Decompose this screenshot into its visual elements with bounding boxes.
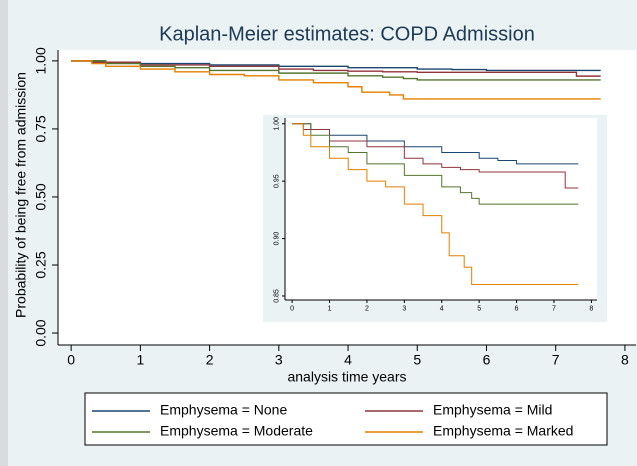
legend bbox=[84, 392, 608, 446]
x-tick-label: 3 bbox=[402, 305, 406, 312]
x-tick-label: 3 bbox=[275, 351, 283, 367]
survival-curve bbox=[292, 123, 579, 205]
x-tick-label: 8 bbox=[589, 305, 593, 312]
legend-label: Emphysema = Marked bbox=[433, 423, 573, 439]
survival-curve bbox=[292, 123, 579, 285]
y-tick-label: 0.50 bbox=[32, 183, 48, 210]
x-tick-label: 5 bbox=[413, 351, 421, 367]
left-border bbox=[0, 0, 8, 466]
y-tick-label: 0.90 bbox=[274, 232, 281, 246]
x-tick-label: 0 bbox=[67, 351, 75, 367]
survival-curve bbox=[71, 60, 601, 81]
legend-label: Emphysema = Moderate bbox=[160, 423, 313, 439]
y-tick-label: 1.00 bbox=[274, 117, 281, 131]
y-tick-label: 0.00 bbox=[32, 319, 48, 346]
y-tick-label: 0.75 bbox=[32, 115, 48, 142]
y-tick-label: 0.85 bbox=[274, 289, 281, 303]
survival-curve bbox=[71, 60, 601, 77]
legend-label: Emphysema = None bbox=[160, 402, 287, 418]
x-tick-label: 4 bbox=[440, 305, 444, 312]
x-tick-label: 6 bbox=[515, 305, 519, 312]
chart-title: Kaplan-Meier estimates: COPD Admission bbox=[159, 23, 535, 45]
y-axis-title: Probability of being free from admission bbox=[13, 72, 29, 318]
x-tick-label: 7 bbox=[552, 351, 560, 367]
x-tick-label: 2 bbox=[365, 305, 369, 312]
y-tick-label: 1.00 bbox=[32, 47, 48, 74]
x-tick-label: 5 bbox=[477, 305, 481, 312]
y-tick-label: 0.25 bbox=[32, 251, 48, 278]
x-tick-label: 7 bbox=[552, 305, 556, 312]
legend-label: Emphysema = Mild bbox=[433, 402, 552, 418]
x-tick-label: 1 bbox=[328, 305, 332, 312]
x-tick-label: 0 bbox=[290, 305, 294, 312]
x-axis-title: analysis time years bbox=[287, 369, 406, 385]
x-tick-label: 1 bbox=[136, 351, 144, 367]
inset-plot-area bbox=[285, 118, 597, 300]
x-tick-label: 2 bbox=[206, 351, 214, 367]
survival-curve bbox=[71, 60, 601, 100]
survival-curve bbox=[292, 123, 579, 189]
y-tick-label: 0.95 bbox=[274, 174, 281, 188]
x-tick-label: 6 bbox=[483, 351, 491, 367]
x-tick-label: 4 bbox=[344, 351, 352, 367]
x-tick-label: 8 bbox=[621, 351, 629, 367]
